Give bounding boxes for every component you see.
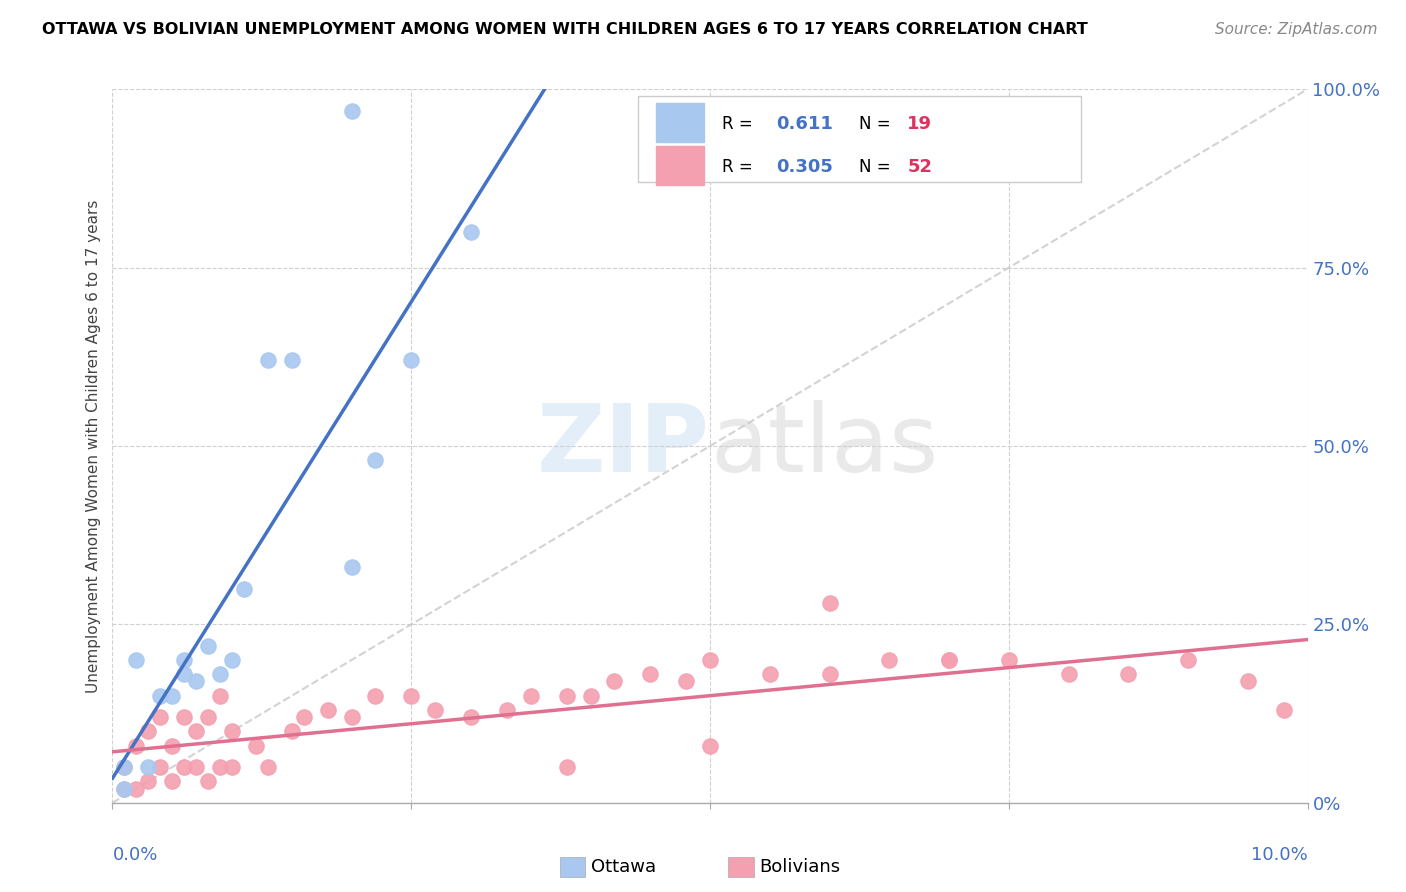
- Point: [173, 760, 195, 774]
- Point: [555, 760, 578, 774]
- Point: [149, 710, 172, 724]
- Text: atlas: atlas: [710, 400, 938, 492]
- Point: [257, 760, 280, 774]
- Point: [460, 225, 482, 239]
- Point: [938, 653, 960, 667]
- Text: 0.611: 0.611: [776, 115, 832, 133]
- Point: [162, 739, 183, 753]
- Point: [173, 653, 195, 667]
- Point: [114, 781, 135, 796]
- Point: [208, 760, 231, 774]
- Point: [125, 653, 148, 667]
- Point: [496, 703, 519, 717]
- Point: [125, 781, 148, 796]
- Point: [292, 710, 315, 724]
- Point: [138, 724, 160, 739]
- Text: ZIP: ZIP: [537, 400, 710, 492]
- Text: Source: ZipAtlas.com: Source: ZipAtlas.com: [1215, 22, 1378, 37]
- Point: [520, 689, 543, 703]
- Point: [759, 667, 782, 681]
- Point: [579, 689, 602, 703]
- Point: [1118, 667, 1140, 681]
- Point: [699, 739, 721, 753]
- Point: [221, 653, 243, 667]
- Point: [818, 667, 841, 681]
- Point: [364, 689, 387, 703]
- Point: [208, 689, 231, 703]
- Point: [197, 639, 219, 653]
- Point: [340, 103, 363, 118]
- Point: [818, 596, 841, 610]
- Point: [114, 781, 135, 796]
- Point: [699, 653, 721, 667]
- Point: [162, 774, 183, 789]
- Point: [186, 760, 208, 774]
- Point: [638, 667, 662, 681]
- Text: R =: R =: [723, 115, 758, 133]
- Point: [197, 710, 219, 724]
- Point: [114, 760, 135, 774]
- Point: [675, 674, 697, 689]
- Point: [149, 760, 172, 774]
- Point: [114, 760, 135, 774]
- Point: [1057, 667, 1080, 681]
- Text: N =: N =: [859, 115, 896, 133]
- FancyBboxPatch shape: [657, 145, 704, 186]
- Point: [1237, 674, 1260, 689]
- Point: [221, 760, 243, 774]
- Point: [460, 710, 482, 724]
- Point: [125, 739, 148, 753]
- Point: [425, 703, 447, 717]
- Point: [364, 453, 387, 467]
- Text: N =: N =: [859, 158, 896, 176]
- Point: [186, 674, 208, 689]
- Point: [162, 689, 183, 703]
- Text: 19: 19: [907, 115, 932, 133]
- Point: [998, 653, 1021, 667]
- Text: Ottawa: Ottawa: [591, 858, 655, 876]
- Text: OTTAWA VS BOLIVIAN UNEMPLOYMENT AMONG WOMEN WITH CHILDREN AGES 6 TO 17 YEARS COR: OTTAWA VS BOLIVIAN UNEMPLOYMENT AMONG WO…: [42, 22, 1088, 37]
- Text: Bolivians: Bolivians: [759, 858, 841, 876]
- FancyBboxPatch shape: [657, 103, 704, 143]
- Point: [138, 760, 160, 774]
- Point: [186, 724, 208, 739]
- Text: 0.305: 0.305: [776, 158, 832, 176]
- Point: [221, 724, 243, 739]
- Point: [257, 353, 280, 368]
- Text: 10.0%: 10.0%: [1251, 846, 1308, 863]
- Point: [603, 674, 626, 689]
- Point: [340, 560, 363, 574]
- Point: [1177, 653, 1199, 667]
- Y-axis label: Unemployment Among Women with Children Ages 6 to 17 years: Unemployment Among Women with Children A…: [86, 199, 101, 693]
- Point: [938, 653, 960, 667]
- Point: [281, 353, 304, 368]
- Point: [245, 739, 267, 753]
- Point: [555, 689, 578, 703]
- Point: [316, 703, 339, 717]
- Point: [401, 353, 423, 368]
- Point: [877, 653, 901, 667]
- Point: [340, 710, 363, 724]
- Point: [149, 689, 172, 703]
- Text: 0.0%: 0.0%: [112, 846, 157, 863]
- FancyBboxPatch shape: [638, 96, 1080, 182]
- Point: [197, 774, 219, 789]
- Point: [1272, 703, 1295, 717]
- Point: [401, 689, 423, 703]
- Point: [173, 667, 195, 681]
- Point: [208, 667, 231, 681]
- Point: [281, 724, 304, 739]
- Point: [232, 582, 256, 596]
- Text: R =: R =: [723, 158, 758, 176]
- Point: [173, 710, 195, 724]
- Point: [138, 774, 160, 789]
- Text: 52: 52: [907, 158, 932, 176]
